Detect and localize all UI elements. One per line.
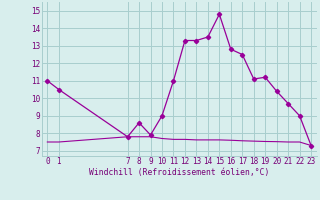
X-axis label: Windchill (Refroidissement éolien,°C): Windchill (Refroidissement éolien,°C) — [89, 168, 269, 177]
